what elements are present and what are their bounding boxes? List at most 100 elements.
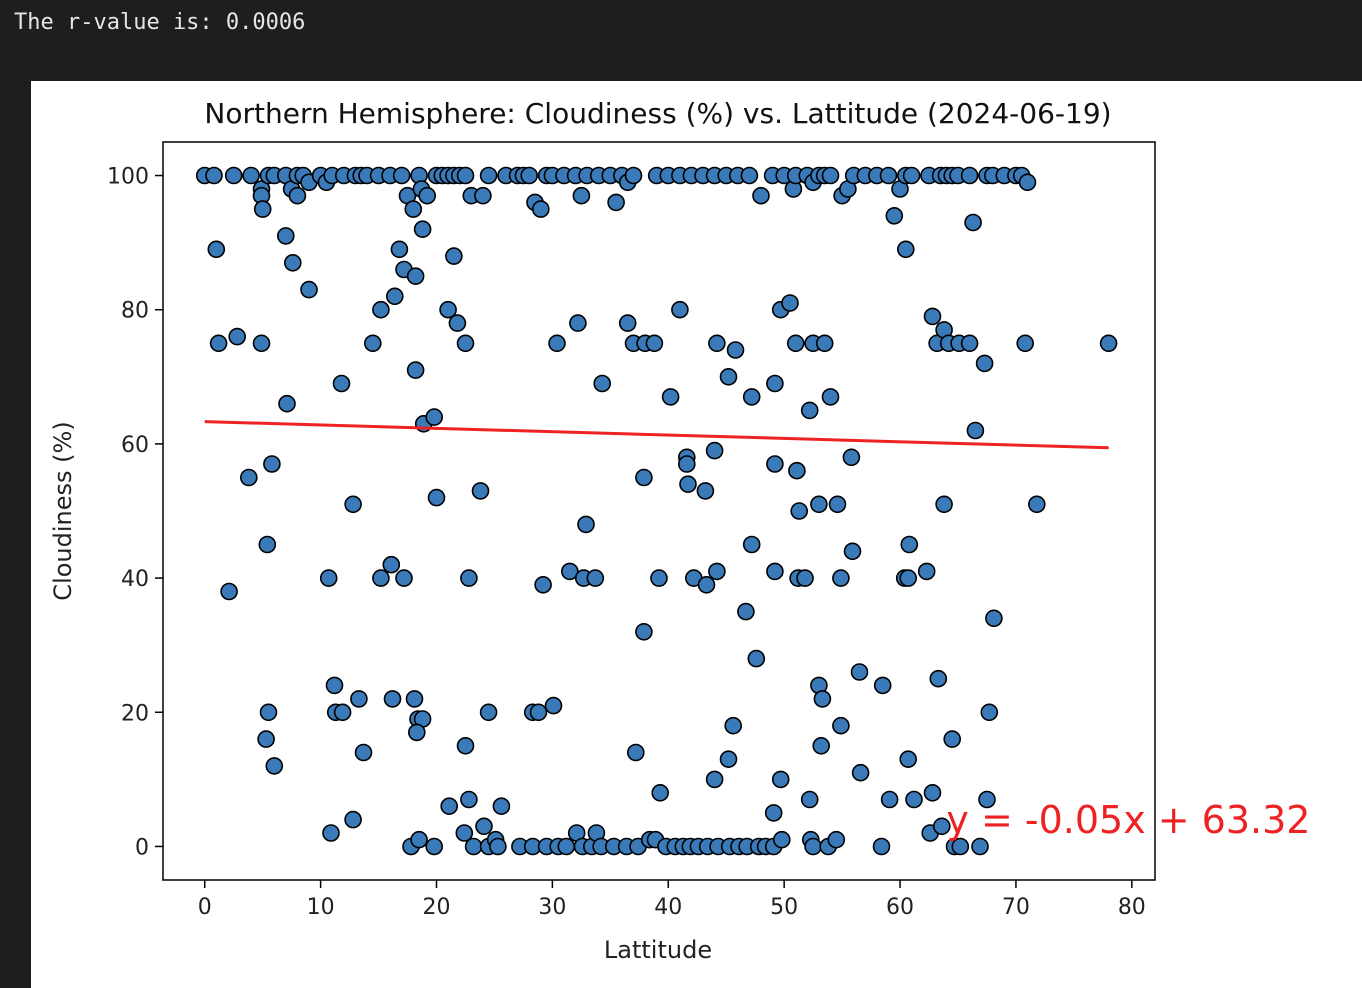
data-point (557, 837, 576, 856)
data-point (425, 837, 444, 856)
chart-title: Northern Hemisphere: Cloudiness (%) vs. … (204, 97, 1111, 130)
data-point (810, 495, 828, 514)
data-point (207, 240, 226, 259)
data-point (635, 622, 653, 641)
data-point (593, 374, 612, 393)
data-point (828, 495, 847, 514)
data-point (964, 213, 982, 232)
data-point (832, 569, 850, 587)
data-point (344, 810, 362, 829)
data-point (821, 166, 840, 185)
data-point (456, 166, 475, 185)
data-point (228, 327, 246, 346)
data-point (489, 837, 507, 856)
x-tick-label: 80 (1118, 895, 1146, 920)
x-tick-label: 0 (198, 895, 212, 920)
data-point (259, 703, 278, 722)
data-point (322, 824, 340, 842)
y-tick-label: 60 (121, 433, 149, 458)
data-point (960, 334, 979, 353)
data-point (278, 394, 296, 413)
data-point (560, 562, 579, 581)
data-point (851, 763, 870, 782)
y-tick-label: 80 (121, 299, 149, 324)
x-tick-label: 60 (886, 895, 914, 920)
data-point (577, 515, 595, 534)
y-axis-label: Cloudiness (%) (49, 421, 77, 600)
x-tick-label: 50 (770, 895, 798, 920)
x-tick-label: 70 (1002, 895, 1030, 920)
data-point (456, 334, 475, 353)
data-point (283, 254, 302, 272)
data-point (671, 300, 689, 319)
data-point (344, 495, 362, 514)
data-point (607, 193, 625, 212)
data-point (385, 287, 404, 306)
regression-equation: y = -0.05x + 63.32 (946, 798, 1310, 842)
data-point (460, 790, 478, 809)
data-point (724, 716, 743, 735)
data-point (220, 582, 238, 601)
data-point (383, 690, 402, 708)
data-point (455, 824, 474, 842)
data-point (242, 166, 260, 185)
x-tick-label: 20 (422, 895, 450, 920)
data-point (900, 535, 919, 554)
data-point (742, 388, 761, 406)
data-point (395, 569, 413, 587)
data-point (460, 569, 478, 587)
plot-marks (195, 166, 1118, 856)
data-point (474, 186, 492, 205)
data-point (943, 730, 962, 748)
data-point (300, 280, 318, 299)
data-point (288, 186, 307, 205)
data-point (726, 341, 745, 359)
data-point (325, 676, 344, 695)
data-point (917, 562, 936, 581)
data-point (406, 267, 425, 285)
data-point (923, 307, 942, 326)
data-point (354, 743, 373, 762)
data-point (263, 455, 281, 473)
data-point (697, 575, 716, 594)
data-point (1016, 334, 1035, 353)
y-tick-label: 20 (121, 701, 149, 726)
x-axis-label: Lattitude (604, 936, 712, 964)
y-axis: 0 20 40 60 80 100 (107, 165, 163, 860)
data-point (252, 334, 271, 353)
data-point (406, 361, 425, 379)
data-point (932, 817, 951, 836)
data-point (240, 468, 258, 487)
data-point (205, 166, 223, 185)
data-point (960, 166, 979, 185)
data-point (800, 790, 819, 809)
data-point (224, 166, 243, 185)
data-point (742, 535, 761, 554)
x-tick-label: 10 (307, 895, 335, 920)
data-point (766, 562, 784, 581)
data-point (885, 207, 904, 225)
data-point (902, 166, 921, 185)
data-point (905, 790, 923, 809)
data-point (635, 468, 653, 487)
data-point (319, 569, 338, 587)
data-point (520, 166, 539, 185)
data-point (772, 830, 791, 849)
data-point (479, 703, 498, 722)
data-point (971, 837, 989, 856)
data-point (766, 455, 784, 473)
data-point (752, 186, 770, 205)
data-point (350, 690, 368, 708)
data-point (679, 475, 697, 494)
data-point (544, 696, 563, 715)
data-point (708, 562, 726, 581)
data-point (705, 770, 724, 789)
y-tick-label: 0 (135, 835, 149, 860)
data-point (464, 837, 483, 856)
y-tick-label: 100 (107, 165, 149, 190)
y-tick-label: 40 (121, 567, 149, 592)
data-point (661, 388, 680, 406)
data-point (975, 354, 994, 373)
data-point (265, 757, 284, 775)
data-point (843, 542, 862, 561)
